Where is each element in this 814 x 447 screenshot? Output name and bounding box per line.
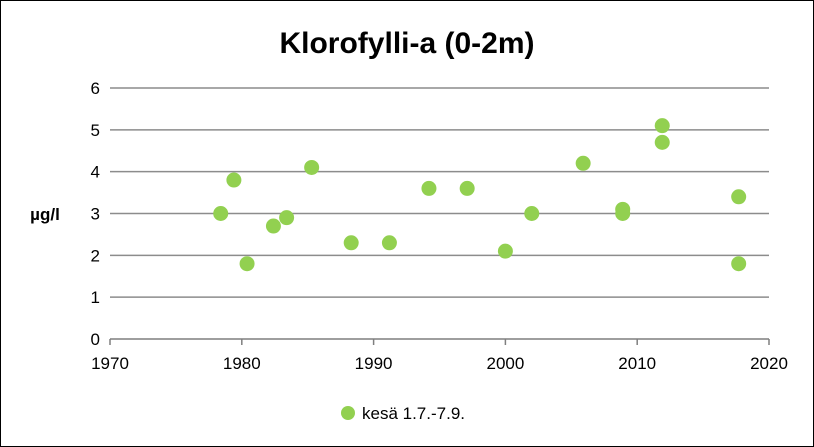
data-point bbox=[304, 159, 320, 175]
legend-marker bbox=[341, 406, 355, 420]
data-points bbox=[213, 118, 747, 272]
y-axis-ticks: 0 1 2 3 4 5 6 bbox=[91, 79, 100, 349]
data-point bbox=[575, 155, 591, 171]
data-point bbox=[226, 172, 242, 188]
data-point bbox=[654, 134, 670, 150]
x-tick-label: 2000 bbox=[486, 354, 524, 373]
x-tick-label: 2020 bbox=[750, 354, 788, 373]
y-tick-label: 0 bbox=[91, 330, 100, 349]
data-point bbox=[213, 206, 229, 221]
data-point bbox=[654, 118, 670, 134]
data-point bbox=[421, 180, 437, 196]
chart-title: Klorofylli-a (0-2m) bbox=[279, 27, 534, 60]
data-point bbox=[524, 206, 540, 221]
data-point bbox=[615, 206, 631, 221]
x-tick-label: 1970 bbox=[91, 354, 129, 373]
y-tick-label: 2 bbox=[91, 246, 100, 265]
x-tick-label: 2010 bbox=[618, 354, 656, 373]
data-point bbox=[497, 243, 513, 259]
data-point bbox=[731, 189, 747, 205]
data-point bbox=[343, 235, 359, 251]
y-tick-label: 3 bbox=[91, 205, 100, 224]
data-point bbox=[239, 256, 255, 272]
y-tick-label: 1 bbox=[91, 288, 100, 307]
gridlines bbox=[110, 87, 769, 298]
x-tick-label: 1980 bbox=[223, 354, 261, 373]
x-axis-ticks: 1970 1980 1990 2000 2010 2020 bbox=[91, 339, 788, 373]
data-point bbox=[381, 235, 397, 251]
y-tick-label: 5 bbox=[91, 121, 100, 140]
y-axis-label: µg/l bbox=[30, 205, 60, 224]
data-point bbox=[279, 210, 295, 226]
data-point bbox=[459, 180, 475, 196]
y-tick-label: 4 bbox=[91, 163, 100, 182]
data-point bbox=[265, 218, 281, 234]
legend-label: kesä 1.7.-7.9. bbox=[362, 404, 465, 423]
y-tick-label: 6 bbox=[91, 79, 100, 98]
legend: kesä 1.7.-7.9. bbox=[341, 404, 465, 423]
x-tick-label: 1990 bbox=[355, 354, 393, 373]
data-point bbox=[731, 256, 747, 272]
